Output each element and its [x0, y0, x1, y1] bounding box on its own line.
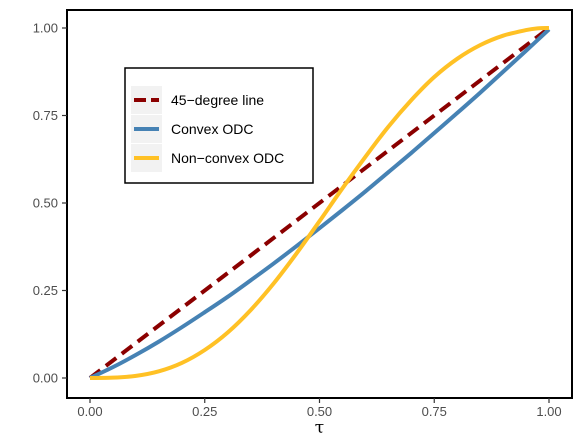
y-axis: 0.00 0.25 0.50 0.75 1.00 — [33, 21, 67, 386]
legend-label-45-degree: 45−degree line — [171, 92, 264, 108]
x-tick-label: 0.50 — [307, 404, 332, 419]
y-tick-label: 0.50 — [33, 196, 58, 211]
x-tick-label: 0.00 — [77, 404, 102, 419]
x-tick-label: 1.00 — [536, 404, 561, 419]
series-nonconvex-odc — [89, 26, 550, 380]
y-tick-label: 1.00 — [33, 21, 58, 36]
y-tick-label: 0.75 — [33, 108, 58, 123]
y-tick-label: 0.00 — [33, 371, 58, 386]
x-tick-label: 0.25 — [192, 404, 217, 419]
legend: 45−degree line Convex ODC Non−convex ODC — [124, 67, 314, 184]
x-axis-title: τ — [315, 418, 324, 438]
legend-label-convex: Convex ODC — [171, 121, 253, 137]
series-layer — [88, 26, 551, 380]
legend-label-nonconvex: Non−convex ODC — [171, 150, 284, 166]
y-tick-label: 0.25 — [33, 283, 58, 298]
x-tick-label: 0.75 — [422, 404, 447, 419]
series-45-degree-line — [88, 26, 551, 380]
x-axis: 0.00 0.25 0.50 0.75 1.00 — [77, 398, 562, 419]
series-convex-odc — [89, 27, 551, 380]
